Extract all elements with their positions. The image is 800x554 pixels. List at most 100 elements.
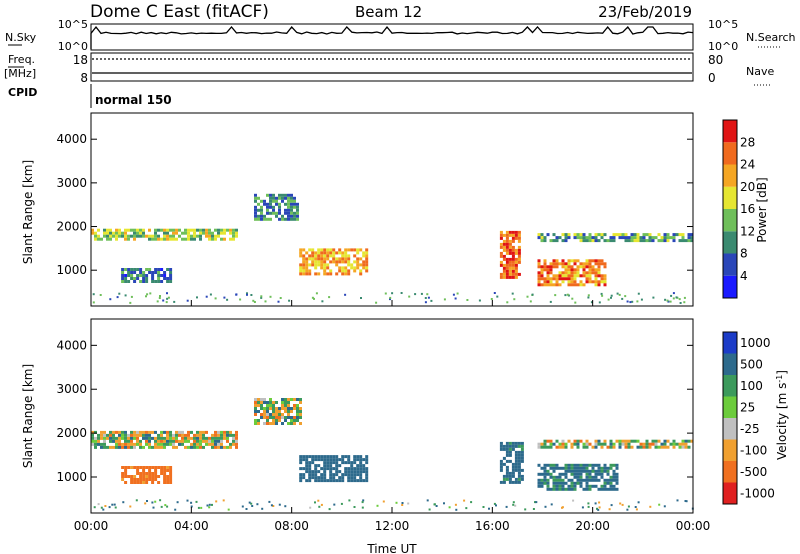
power-cell-62 [154,237,157,241]
velocity-cell-1072 [270,504,273,507]
velocity-cell-818 [555,478,559,482]
velocity-cell-290 [151,478,155,481]
power-cell-309 [299,266,303,270]
power-cell-602 [624,239,628,243]
power-cell-192 [157,274,161,277]
velocity-cell-153 [181,442,184,446]
power-cell-512 [511,257,515,261]
velocity-cell-677 [546,445,550,449]
power-cell-544 [540,233,544,237]
power-colorbar-swatch-6 [723,142,737,165]
velocity-cell-0 [91,430,94,434]
velocity-cell-797 [546,472,550,476]
power-colorbar-tick-4: 20 [740,180,755,194]
velocity-cell-308 [163,481,167,484]
power-cell-188 [154,271,158,274]
velocity-cell-983 [278,503,281,506]
power-cell-760 [582,274,586,278]
velocity-cell-245 [121,478,125,481]
velocity-cell-457 [311,455,315,459]
velocity-cell-734 [630,439,634,443]
velocity-cell-621 [508,459,512,463]
velocity-cell-81 [139,430,142,434]
power-cell-376 [329,248,333,252]
velocity-cell-682 [555,439,559,443]
power-cell-416 [347,260,351,264]
velocity-cell-1039 [581,506,584,509]
velocity-cell-39 [115,436,118,440]
power-cell-285 [290,199,293,203]
velocity-cell-1014 [626,508,629,511]
power-cell-328 [308,254,312,258]
power-cell-728 [567,283,571,287]
velocity-cell-531 [341,476,345,480]
power-cell-69 [163,231,166,235]
power-cell-850 [672,297,675,300]
velocity-cell-509 [332,461,336,465]
power-cell-676 [546,268,550,272]
power-cell-496 [508,251,512,255]
velocity-cell-832 [561,481,565,485]
power-cell-20 [112,231,115,235]
power-cell-335 [311,254,315,258]
power-ytick-label-1: 2000 [56,220,87,234]
cpid-text: normal 150 [95,93,172,107]
velocity-cell-324 [254,410,257,413]
power-cell-450 [365,266,369,270]
power-cell-240 [269,199,272,203]
velocity-cell-237 [235,433,238,437]
velocity-cell-163 [190,430,193,434]
velocity-cell-963 [619,502,622,505]
power-cell-162 [133,268,137,271]
velocity-cell-993 [572,499,575,502]
velocity-cell-451 [308,464,312,468]
power-cell-23 [115,231,118,235]
power-cell-656 [537,265,541,269]
velocity-cell-578 [362,464,366,468]
power-cell-782 [594,259,598,263]
power-cell-169 [139,268,143,271]
velocity-cell-498 [329,455,333,459]
velocity-cell-1059 [621,503,624,506]
power-cell-487 [505,269,509,273]
power-cell-398 [341,251,345,255]
power-cell-893 [360,297,362,299]
power-cell-277 [287,202,290,206]
velocity-cell-952 [615,466,619,470]
velocity-cell-749 [651,442,655,446]
velocity-cell-490 [323,476,327,480]
power-cell-234 [266,205,269,209]
velocity-cell-524 [338,470,342,474]
velocity-cell-431 [299,458,303,462]
velocity-cell-232 [232,433,235,437]
velocity-cell-387 [281,416,284,419]
velocity-cell-370 [275,401,278,404]
freq-panel-frame [90,52,694,82]
power-cell-287 [290,205,293,209]
power-cell-874 [250,294,253,296]
velocity-cell-293 [154,469,158,472]
velocity-cell-970 [104,505,107,507]
power-cell-756 [582,262,586,266]
velocity-cell-216 [220,439,223,443]
velocity-cell-890 [585,481,589,485]
power-cell-7 [97,237,100,241]
power-cell-25 [115,237,118,241]
velocity-cell-982 [320,503,323,506]
power-cell-597 [618,236,622,240]
power-cell-857 [166,297,169,300]
velocity-cell-350 [266,410,269,413]
power-cell-263 [281,193,284,197]
velocity-cell-530 [341,473,345,477]
power-colorbar-swatch-4 [723,186,737,209]
power-cell-461 [499,272,503,276]
power-cell-663 [540,268,544,272]
velocity-cell-353 [266,419,269,422]
power-cell-325 [305,269,309,273]
velocity-cell-650 [517,456,521,460]
power-cell-394 [338,257,342,261]
velocity-cell-984 [353,506,356,508]
power-cell-160 [130,274,134,277]
velocity-cell-669 [537,442,541,446]
power-cell-257 [278,196,281,200]
